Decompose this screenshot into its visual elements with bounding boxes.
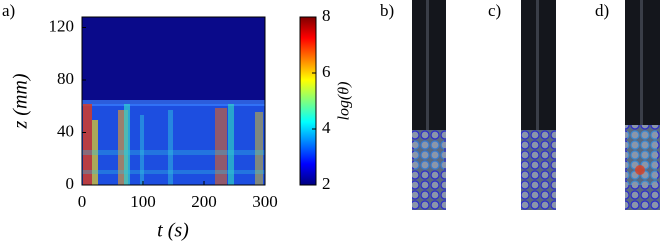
panel-label: c) bbox=[488, 1, 501, 20]
colorbar-tick-label: 2 bbox=[322, 174, 331, 193]
colorbar bbox=[299, 16, 317, 186]
panel-label: a) bbox=[2, 1, 15, 20]
panel-label: b) bbox=[380, 1, 394, 20]
x-tick-label: 0 bbox=[78, 192, 87, 211]
y-tick-label: 120 bbox=[49, 16, 75, 35]
y-tick-label: 80 bbox=[57, 69, 74, 88]
photo bbox=[625, 0, 660, 210]
colorbar-tick-label: 6 bbox=[322, 62, 331, 81]
x-tick-label: 200 bbox=[191, 192, 217, 211]
photo bbox=[521, 0, 556, 210]
panel-label: d) bbox=[595, 1, 609, 20]
y-tick-label: 0 bbox=[66, 174, 75, 193]
photo bbox=[412, 0, 446, 210]
colorbar-tick-label: 4 bbox=[322, 118, 331, 137]
x-tick-label: 100 bbox=[130, 192, 156, 211]
x-tick-label: 300 bbox=[252, 192, 278, 211]
y-tick-label: 40 bbox=[57, 121, 74, 140]
colorbar-tick-label: 8 bbox=[322, 6, 331, 25]
colorbar-label: log(θ) bbox=[336, 82, 353, 121]
x-axis-label: t (s) bbox=[157, 220, 189, 242]
y-axis-label: z (mm) bbox=[10, 73, 32, 129]
heatmap bbox=[81, 16, 266, 186]
